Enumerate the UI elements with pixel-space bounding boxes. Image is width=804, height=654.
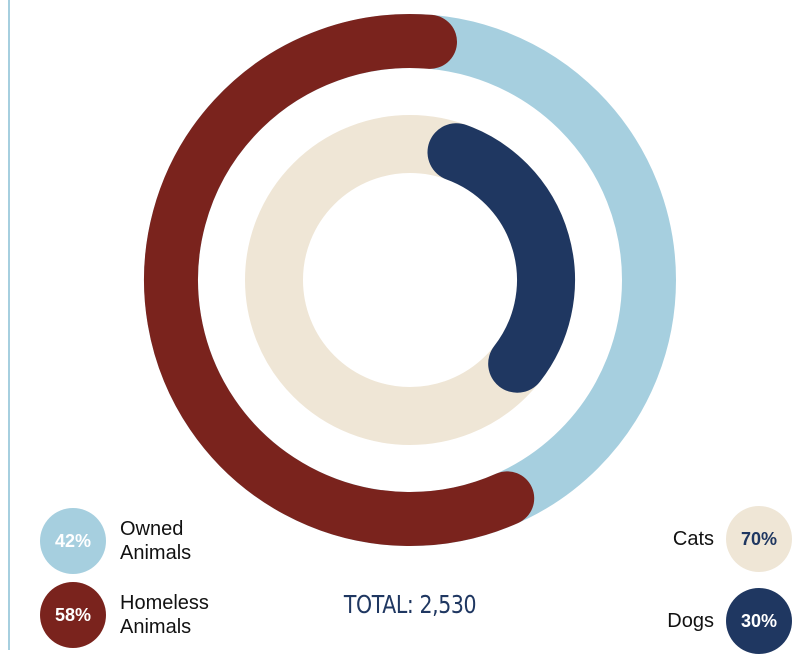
legend-label-cats-text: Cats	[672, 528, 714, 550]
donut-segment-homeless-animals	[144, 14, 535, 546]
donut-segment-dogs	[427, 123, 575, 393]
legend-item-owned-animals: 42% Owned Animals	[40, 508, 191, 574]
legend-label-dogs-text: Dogs	[667, 610, 714, 632]
legend-label-owned: Owned Animals	[120, 517, 191, 565]
legend-label-homeless-line1: Homeless	[120, 592, 209, 614]
left-border-rule	[8, 0, 10, 650]
legend-label-owned-line1: Owned	[120, 518, 184, 540]
legend-label-homeless: Homeless Animals	[120, 591, 209, 639]
percent-badge-cats: 70%	[726, 506, 792, 572]
legend-item-dogs: Dogs 30%	[667, 588, 792, 654]
percent-badge-homeless: 58%	[40, 582, 106, 648]
legend-label-dogs: Dogs	[667, 609, 714, 633]
legend-label-homeless-line2: Animals	[120, 616, 192, 638]
percent-badge-owned: 42%	[40, 508, 106, 574]
legend-item-cats: Cats 70%	[673, 506, 792, 572]
legend-item-homeless-animals: 58% Homeless Animals	[40, 582, 209, 648]
total-label: TOTAL: 2,530	[343, 590, 477, 619]
percent-badge-dogs: 30%	[726, 588, 792, 654]
legend-label-cats: Cats	[673, 527, 714, 551]
legend-label-owned-line2: Animals	[120, 542, 192, 564]
